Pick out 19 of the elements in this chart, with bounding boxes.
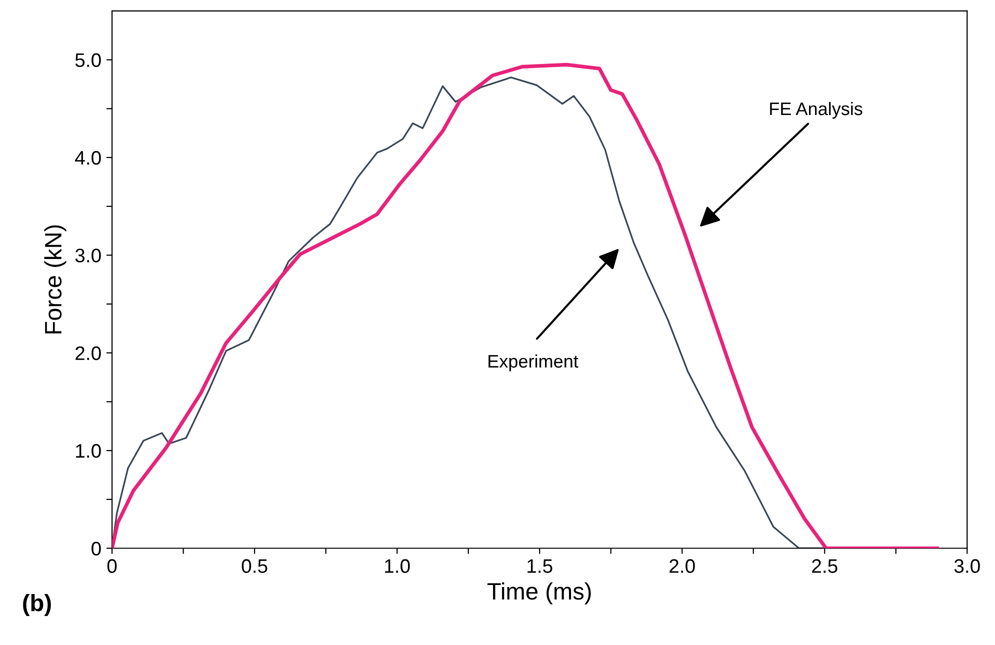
x-tick-label: 1.5 bbox=[528, 559, 552, 573]
y-tick-label: 2.0 bbox=[76, 346, 101, 360]
x-tick-label: 0.5 bbox=[242, 559, 268, 573]
x-axis-title: Time (ms) bbox=[487, 582, 591, 604]
x-tick-label: 0 bbox=[107, 559, 117, 573]
y-tick-label: 4.0 bbox=[75, 150, 101, 165]
x-tick-label: 2.0 bbox=[670, 559, 695, 573]
annotation: Experiment bbox=[488, 354, 578, 372]
x-tick-label: 3.0 bbox=[954, 559, 980, 573]
y-tick-label: 5.0 bbox=[75, 53, 101, 68]
y-tick-label: 3.0 bbox=[75, 248, 101, 262]
text: (b) bbox=[23, 594, 51, 616]
annotation: FE Analysis bbox=[770, 102, 862, 119]
x-tick-label: 2.5 bbox=[812, 559, 838, 573]
y-axis-title: Force (kN) bbox=[44, 225, 66, 334]
x-tick-label: 1.0 bbox=[385, 559, 410, 573]
y-tick-label: 0 bbox=[92, 542, 101, 556]
line-series bbox=[112, 62, 940, 548]
y-tick-label: 1.0 bbox=[76, 444, 101, 458]
